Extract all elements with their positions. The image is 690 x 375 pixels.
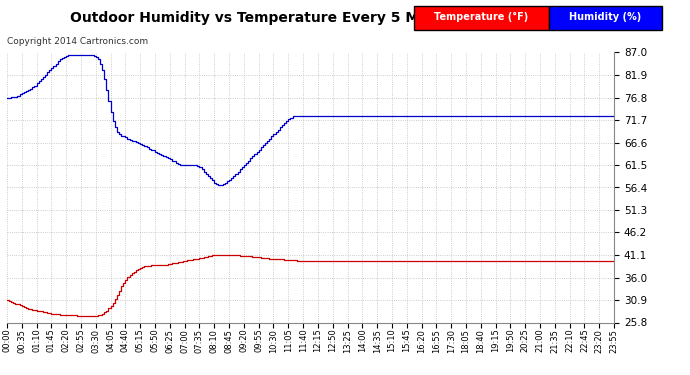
Text: Outdoor Humidity vs Temperature Every 5 Minutes 20140112: Outdoor Humidity vs Temperature Every 5 … [70,11,551,25]
Text: Humidity (%): Humidity (%) [569,12,642,22]
Text: Temperature (°F): Temperature (°F) [434,12,529,22]
Text: Copyright 2014 Cartronics.com: Copyright 2014 Cartronics.com [7,38,148,46]
